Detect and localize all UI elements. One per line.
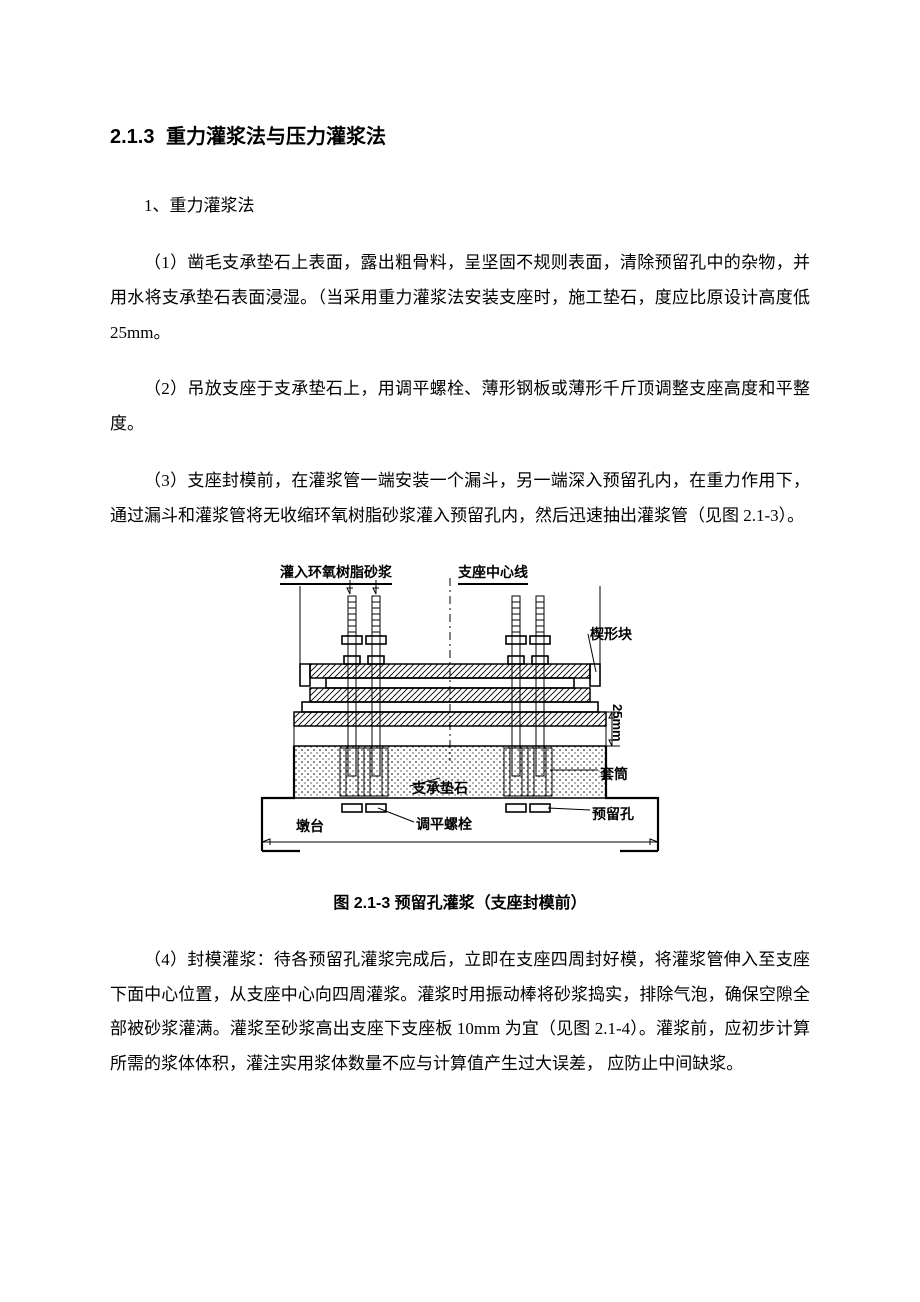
paragraph-2: （1）凿毛支承垫石上表面，露出粗骨料，呈坚固不规则表面，清除预留孔中的杂物，并用… [110,246,810,351]
engineering-drawing: 灌入环氧树脂砂浆 支座中心线 楔形块 25mm 套筒 预留孔 支承垫石 墩台 调… [240,556,680,866]
section-heading: 2.1.3 重力灌浆法与压力灌浆法 [110,120,810,149]
paragraph-1: 1、重力灌浆法 [110,189,810,224]
document-page: 2.1.3 重力灌浆法与压力灌浆法 1、重力灌浆法 （1）凿毛支承垫石上表面，露… [0,0,920,1302]
paragraph-5: （4）封模灌浆：待各预留孔灌浆完成后，立即在支座四周封好模，将灌浆管伸入至支座下… [110,943,810,1082]
section-number: 2.1.3 [110,126,154,148]
section-title: 重力灌浆法与压力灌浆法 [166,126,386,148]
paragraph-4: （3）支座封模前，在灌浆管一端安装一个漏斗，另一端深入预留孔内，在重力作用下，通… [110,464,810,534]
figure-caption: 图 2.1-3 预留孔灌浆（支座封模前） [110,889,810,913]
figure-2-1-3: 灌入环氧树脂砂浆 支座中心线 楔形块 25mm 套筒 预留孔 支承垫石 墩台 调… [110,556,810,871]
paragraph-3: （2）吊放支座于支承垫石上，用调平螺栓、薄形钢板或薄形千斤顶调整支座高度和平整度… [110,372,810,442]
figure-svg [240,556,680,866]
